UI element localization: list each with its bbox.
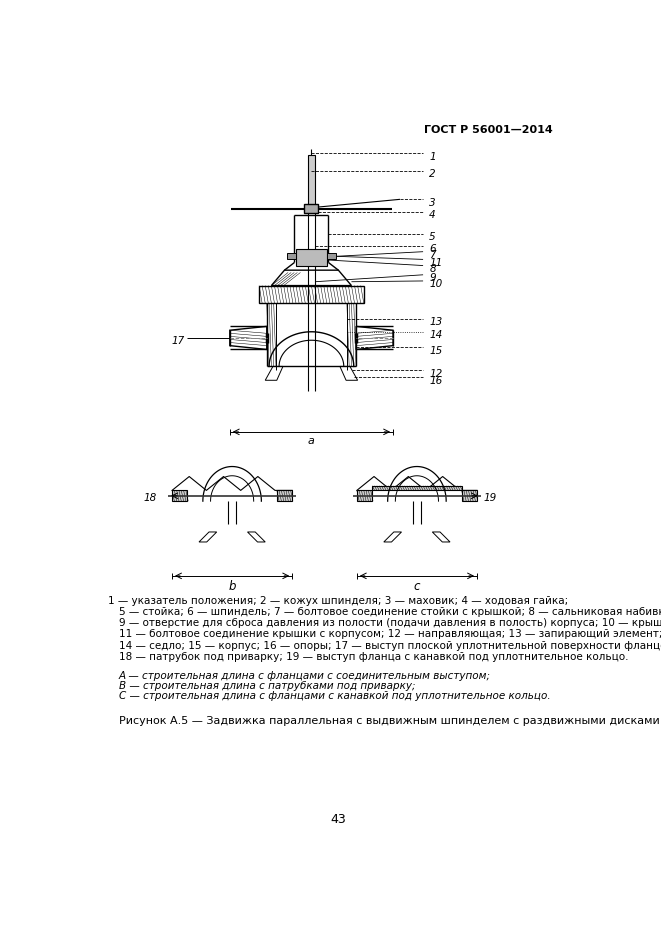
Bar — [461, 490, 477, 501]
Text: 8: 8 — [429, 264, 436, 274]
Text: 10: 10 — [429, 280, 442, 289]
Polygon shape — [356, 327, 393, 349]
Text: С — строительная длина с фланцами с канавкой под уплотнительное кольцо.: С — строительная длина с фланцами с кана… — [119, 692, 551, 701]
Text: 19: 19 — [483, 492, 496, 503]
Text: 43: 43 — [330, 813, 346, 826]
Bar — [296, 249, 327, 267]
Text: 14: 14 — [429, 330, 442, 340]
Polygon shape — [230, 327, 267, 349]
Polygon shape — [199, 532, 217, 542]
Text: 18 — патрубок под приварку; 19 — выступ фланца с канавкой под уплотнительное кол: 18 — патрубок под приварку; 19 — выступ … — [119, 651, 629, 662]
Text: 12: 12 — [429, 369, 442, 379]
Text: 11: 11 — [429, 257, 442, 268]
Text: 3: 3 — [429, 197, 436, 208]
Text: 1: 1 — [429, 152, 436, 162]
Text: 15: 15 — [429, 345, 442, 356]
Text: А — строительная длина с фланцами с соединительным выступом;: А — строительная длина с фланцами с соед… — [119, 670, 491, 680]
Text: a: a — [308, 436, 315, 446]
Text: 7: 7 — [429, 250, 436, 260]
Text: 9: 9 — [429, 273, 436, 284]
Polygon shape — [265, 366, 283, 380]
Text: 5 — стойка; 6 — шпиндель; 7 — болтовое соединение стойки с крышкой; 8 — сальнико: 5 — стойка; 6 — шпиндель; 7 — болтовое с… — [119, 607, 661, 617]
Polygon shape — [272, 271, 352, 285]
Polygon shape — [432, 532, 450, 542]
Text: ГОСТ Р 56001—2014: ГОСТ Р 56001—2014 — [424, 125, 553, 136]
Text: 2: 2 — [429, 169, 436, 180]
Text: 14 — седло; 15 — корпус; 16 — опоры; 17 — выступ плоской уплотнительной поверхно: 14 — седло; 15 — корпус; 16 — опоры; 17 … — [119, 640, 661, 651]
Text: b: b — [228, 579, 236, 592]
Bar — [327, 254, 336, 259]
Bar — [357, 490, 372, 501]
Polygon shape — [384, 532, 401, 542]
Polygon shape — [247, 532, 265, 542]
Bar — [305, 204, 319, 213]
Text: 5: 5 — [429, 232, 436, 242]
Bar — [287, 254, 296, 259]
Bar — [307, 155, 315, 206]
Text: 18: 18 — [143, 492, 157, 503]
Polygon shape — [340, 366, 358, 380]
Text: 4: 4 — [429, 210, 436, 220]
Text: В — строительная длина с патрубками под приварку;: В — строительная длина с патрубками под … — [119, 681, 415, 691]
Text: 6: 6 — [429, 244, 436, 254]
Bar — [372, 486, 461, 490]
Bar — [172, 490, 188, 501]
Text: 11 — болтовое соединение крышки с корпусом; 12 — направляющая; 13 — запирающий э: 11 — болтовое соединение крышки с корпус… — [119, 629, 661, 639]
Bar — [259, 285, 364, 303]
Text: 13: 13 — [429, 317, 442, 328]
Bar — [277, 490, 292, 501]
Text: Рисунок А.5 — Задвижка параллельная с выдвижным шпинделем с раздвижными дисками: Рисунок А.5 — Задвижка параллельная с вы… — [119, 716, 660, 725]
Text: 17: 17 — [171, 336, 184, 346]
Text: 9 — отверстие для сброса давления из полости (подачи давления в полость) корпуса: 9 — отверстие для сброса давления из пол… — [119, 618, 661, 628]
Text: 1 — указатель положения; 2 — кожух шпинделя; 3 — маховик; 4 — ходовая гайка;: 1 — указатель положения; 2 — кожух шпинд… — [108, 596, 568, 606]
Text: 16: 16 — [429, 375, 442, 386]
Text: c: c — [414, 579, 420, 592]
